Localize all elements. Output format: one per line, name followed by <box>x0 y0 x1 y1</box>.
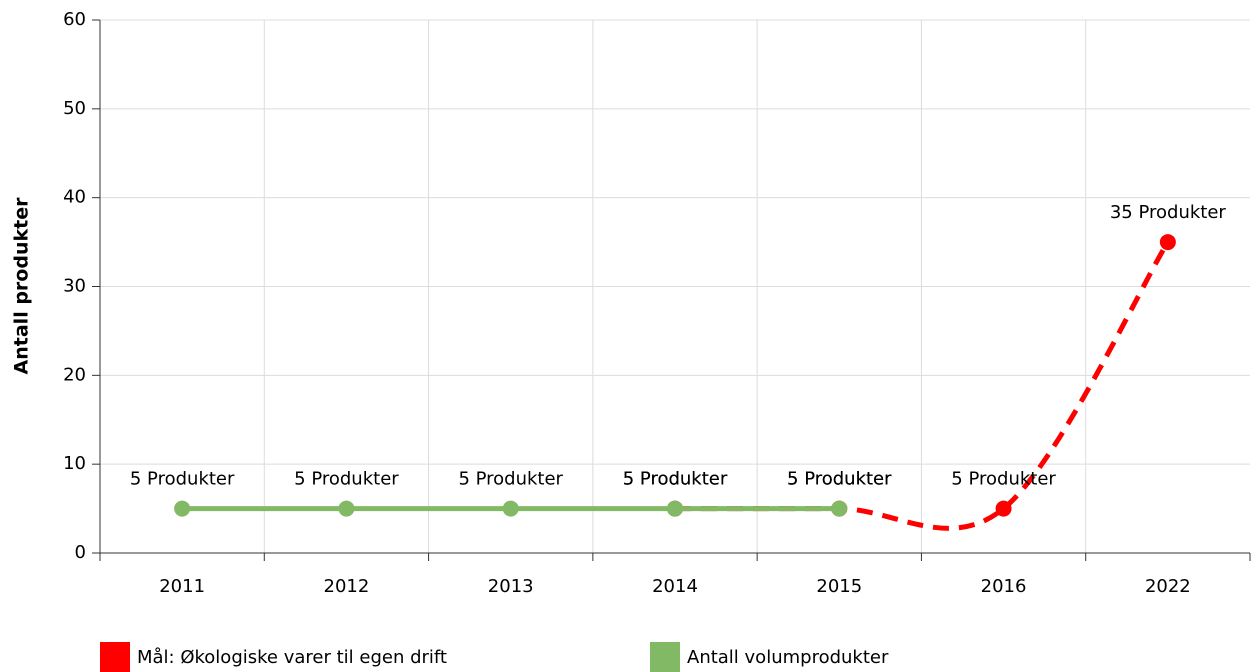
legend-label: Antall volumprodukter <box>687 647 889 668</box>
data-label: 35 Produkter <box>1110 202 1227 223</box>
data-label: 5 Produkter <box>623 469 728 490</box>
point <box>995 500 1012 517</box>
data-label: 5 Produkter <box>787 469 892 490</box>
data-label: 5 Produkter <box>623 469 728 490</box>
x-tick-label: 2016 <box>981 576 1027 597</box>
y-tick-label: 60 <box>63 9 86 30</box>
y-tick-label: 0 <box>75 542 86 563</box>
y-tick-label: 50 <box>63 98 86 119</box>
legend-label: Mål: Økologiske varer til egen drift <box>137 647 447 668</box>
point <box>831 500 848 517</box>
x-tick-label: 2014 <box>652 576 698 597</box>
data-label: 5 Produkter <box>130 469 235 490</box>
point <box>338 500 355 517</box>
data-label: 5 Produkter <box>294 469 399 490</box>
point <box>1159 234 1176 251</box>
x-tick-label: 2022 <box>1145 576 1191 597</box>
x-tick-label: 2011 <box>159 576 205 597</box>
point <box>174 500 191 517</box>
x-tick-label: 2013 <box>488 576 534 597</box>
y-tick-label: 10 <box>63 453 86 474</box>
x-tick-label: 2012 <box>324 576 370 597</box>
legend-swatch <box>100 642 130 672</box>
y-axis-title: Antall produkter <box>11 197 33 375</box>
data-label: 5 Produkter <box>787 469 892 490</box>
data-label: 5 Produkter <box>458 469 563 490</box>
y-tick-label: 30 <box>63 276 86 297</box>
legend-swatch <box>650 642 680 672</box>
data-label: 5 Produkter <box>951 469 1056 490</box>
y-tick-label: 40 <box>63 187 86 208</box>
point <box>502 500 519 517</box>
point <box>667 500 683 517</box>
x-tick-label: 2015 <box>816 576 862 597</box>
y-tick-label: 20 <box>63 364 86 385</box>
